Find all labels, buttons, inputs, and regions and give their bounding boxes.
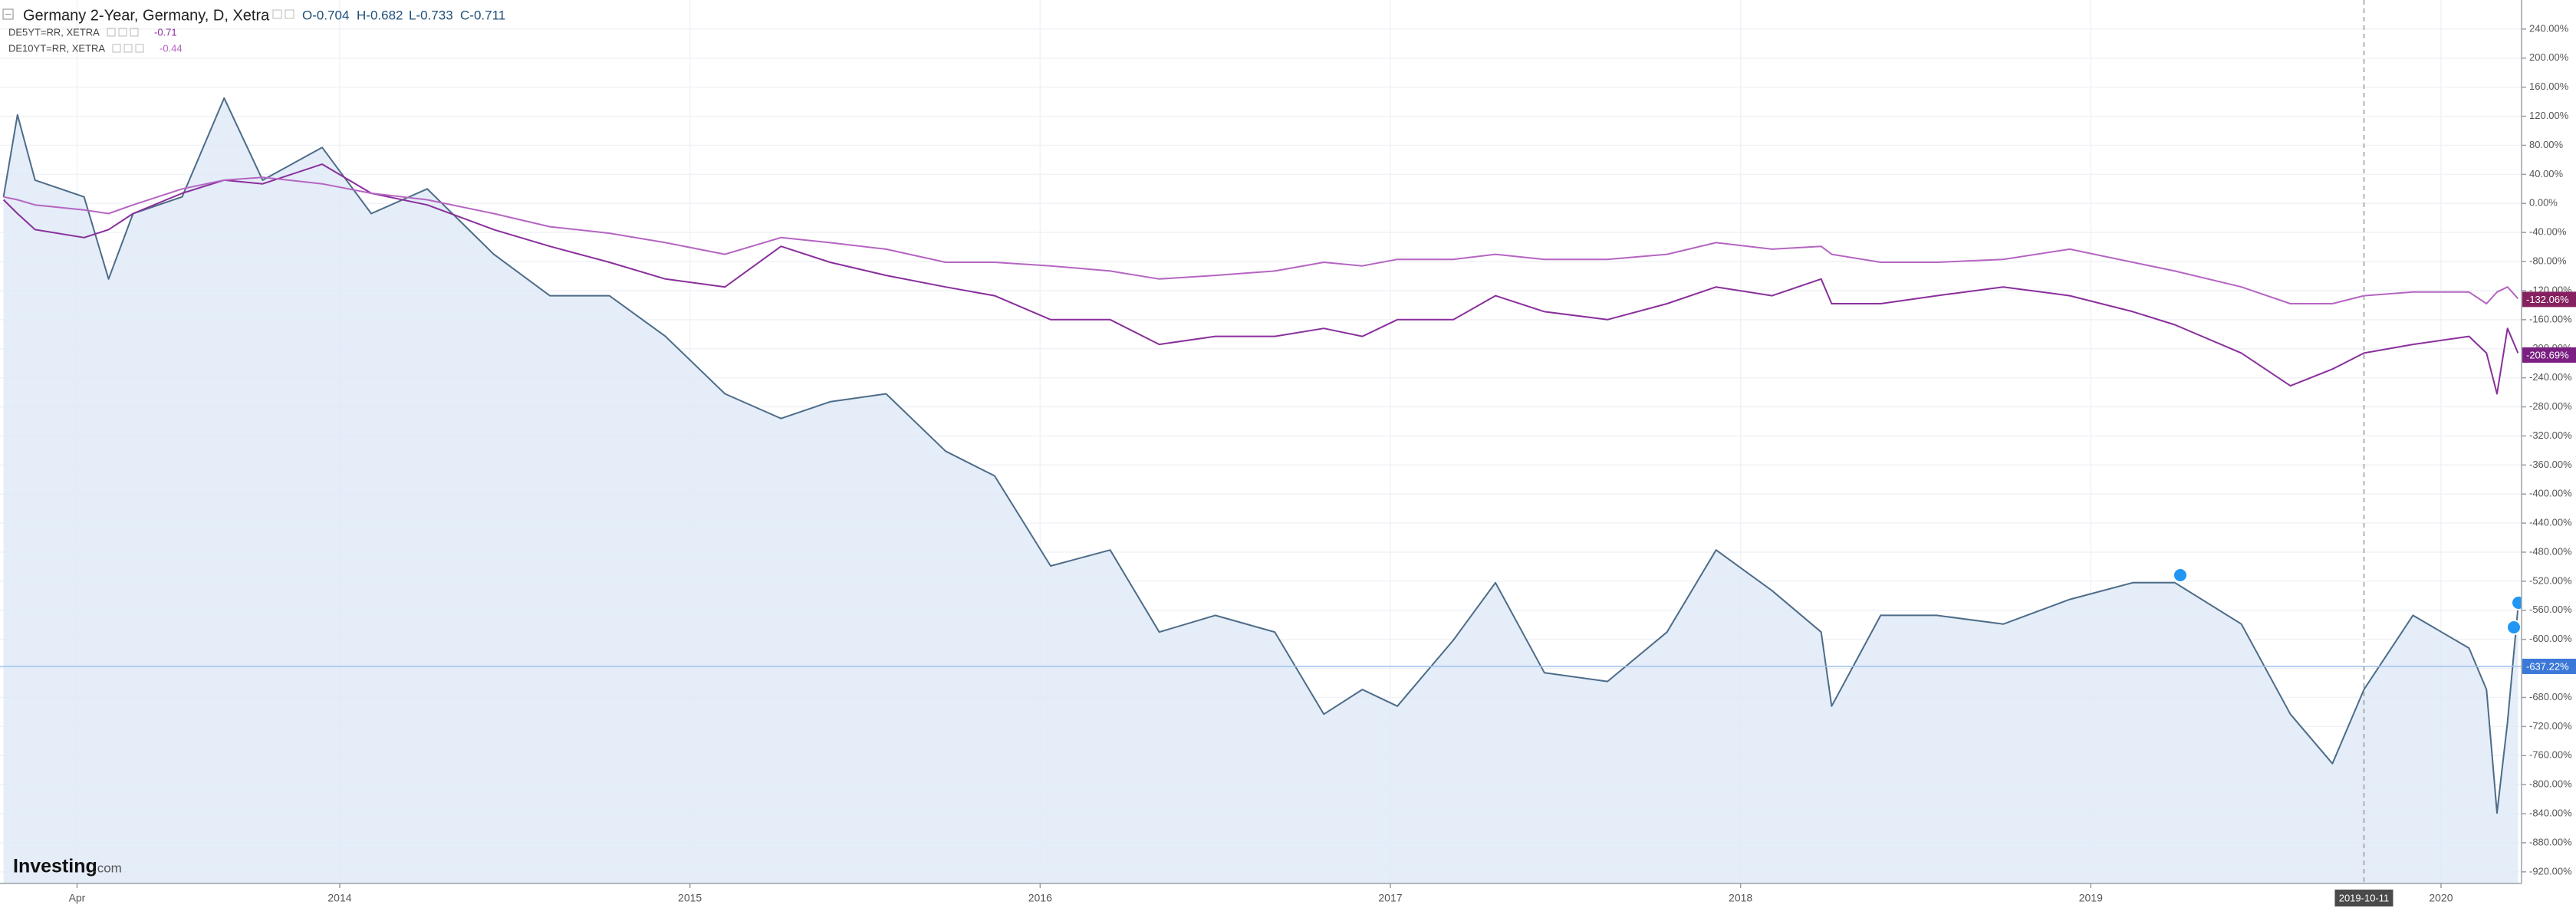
legend-icon[interactable] [130, 28, 139, 37]
legend-icon[interactable] [272, 9, 282, 19]
last-value-label: -208.69% [2526, 349, 2569, 360]
y-tick-label: 0.00% [2529, 197, 2558, 209]
last-value-box [2522, 658, 2576, 674]
y-tick-label: -160.00% [2529, 313, 2572, 324]
legend-icon[interactable] [107, 28, 116, 37]
event-marker[interactable] [2173, 568, 2188, 583]
watermark: Investing .com [13, 856, 122, 877]
legend-icon[interactable] [135, 44, 144, 53]
legend-ohlc: O-0.704 [302, 8, 349, 22]
x-tick-label: 2016 [1028, 892, 1052, 904]
last-value-box [2522, 291, 2576, 308]
series-line [2, 163, 2519, 395]
y-tick-label: -600.00% [2529, 633, 2572, 644]
crosshair-box [2334, 890, 2393, 906]
series-line [3, 176, 2519, 304]
y-tick-label: -240.00% [2529, 371, 2572, 383]
y-tick-label: -440.00% [2529, 517, 2572, 528]
watermark-brand: Investing [13, 856, 97, 877]
y-tick-label: 160.00% [2529, 81, 2569, 92]
y-tick-label: -880.00% [2529, 836, 2572, 847]
legend: Germany 2-Year, Germany, D, Xetra O-0.70… [2, 7, 505, 54]
legend-series: DE10YT=RR, XETRA [8, 42, 105, 54]
x-tick-label: Apr [69, 892, 86, 904]
area [3, 97, 2518, 883]
y-tick-label: -840.00% [2529, 807, 2572, 818]
legend-ohlc: L-0.733 [409, 8, 453, 22]
legend-series: DE5YT=RR, XETRA [8, 26, 100, 38]
legend-ohlc: C-0.711 [460, 8, 505, 22]
x-tick-label: 2019 [2079, 892, 2103, 904]
y-tick-label: -560.00% [2529, 604, 2572, 615]
watermark-suffix: .com [94, 860, 122, 875]
y-tick-label: -40.00% [2529, 226, 2567, 238]
legend-ohlc: H-0.682 [357, 8, 403, 22]
legend-main: Germany 2-Year, Germany, D, Xetra [23, 7, 270, 24]
y-tick-label: -720.00% [2529, 720, 2572, 732]
series-line [2, 97, 2519, 814]
y-tick-label: 200.00% [2529, 51, 2569, 63]
y-tick-label: -760.00% [2529, 749, 2572, 761]
last-value-label: -132.06% [2526, 294, 2569, 305]
x-tick-label: 2017 [1378, 892, 1402, 904]
y-tick-label: -400.00% [2529, 488, 2572, 499]
axes: 240.00% 200.00% 160.00% 120.00% 80.00% 40.00%… [69, 22, 2576, 906]
y-tick-label: -480.00% [2529, 545, 2572, 557]
legend-icon[interactable] [285, 9, 294, 19]
legend-icon[interactable] [112, 44, 121, 53]
plot [0, 0, 2526, 883]
y-tick-label: -680.00% [2529, 691, 2572, 702]
last-value-box [2522, 347, 2576, 363]
y-tick-label: -360.00% [2529, 459, 2572, 470]
y-axis-panel [2522, 0, 2576, 908]
y-tick-label: -320.00% [2529, 429, 2572, 441]
y-tick-label: 120.00% [2529, 110, 2569, 121]
y-tick-label: -280.00% [2529, 400, 2572, 412]
x-tick-label: 2015 [678, 892, 702, 904]
y-tick-label: 80.00% [2529, 139, 2564, 150]
x-axis-panel [0, 883, 2576, 908]
legend-icon[interactable] [118, 28, 127, 37]
y-tick-label: -520.00% [2529, 574, 2572, 586]
x-tick-label: 2014 [327, 892, 351, 904]
event-marker[interactable] [2506, 620, 2522, 635]
legend-value: -0.44 [160, 42, 183, 54]
y-tick-label: -80.00% [2529, 255, 2567, 266]
y-tick-label: -920.00% [2529, 865, 2572, 877]
y-tick-label: 240.00% [2529, 22, 2569, 34]
x-tick-label: 2020 [2429, 892, 2453, 904]
crosshair-label: 2019-10-11 [2339, 892, 2390, 903]
last-value-label: -637.22% [2526, 660, 2569, 672]
legend-icon[interactable] [123, 44, 133, 53]
y-tick-label: 40.00% [2529, 168, 2564, 179]
collapse-icon[interactable] [2, 8, 14, 20]
legend-value: -0.71 [154, 26, 177, 38]
y-tick-label: -800.00% [2529, 778, 2572, 790]
x-tick-label: 2018 [1729, 892, 1752, 904]
